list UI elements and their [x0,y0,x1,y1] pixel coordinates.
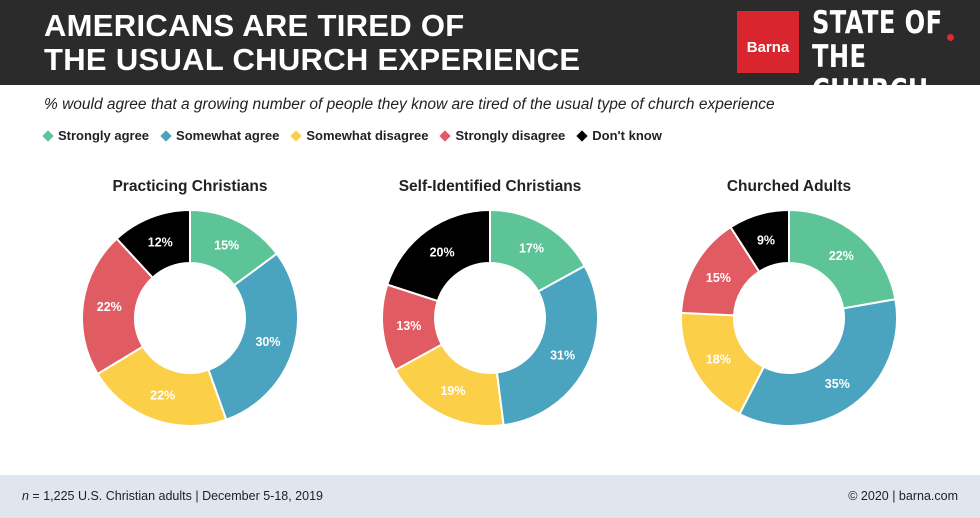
copyright: © 2020 | barna.com [848,489,958,503]
slice-somewhat-agree [738,298,898,427]
title-line-1: AMERICANS ARE TIRED OF [44,8,465,43]
title-line-2: THE USUAL CHURCH EXPERIENCE [44,42,581,77]
legend-item-somewhat-agree: Somewhat agree [160,128,280,143]
data-label-somewhat-agree: 31% [550,349,575,363]
chart-title-self-identified: Self-Identified Christians [398,178,582,195]
data-label-dont-know: 20% [430,246,455,260]
slice-somewhat-disagree [96,345,228,427]
data-label-somewhat-disagree: 19% [440,384,465,398]
header: AMERICANS ARE TIRED OF THE USUAL CHURCH … [0,0,980,108]
slice-somewhat-agree [495,264,599,427]
data-label-somewhat-agree: 30% [255,335,280,349]
page-title: AMERICANS ARE TIRED OF THE USUAL CHURCH … [44,9,580,77]
data-label-strongly-agree: 17% [519,241,544,255]
legend-label: Strongly disagree [455,128,566,143]
slice-somewhat-agree [207,252,299,422]
data-label-somewhat-agree: 35% [825,377,850,391]
legend-item-somewhat-disagree: Somewhat disagree [290,128,429,143]
logo-line-2: THE CHURCH [812,39,929,109]
data-label-strongly-disagree: 13% [396,319,421,333]
slice-dont-know [386,208,491,303]
legend-label: Strongly agree [58,128,150,143]
data-label-somewhat-disagree: 18% [706,352,731,366]
chart-title-practicing: Practicing Christians [112,178,268,195]
sample-n: n [22,489,29,503]
chart-title-churched: Churched Adults [726,178,852,195]
logo-line-1: STATE OF [812,5,943,41]
data-label-strongly-disagree: 15% [706,271,731,285]
slice-strongly-agree [788,208,897,310]
legend-label: Somewhat agree [176,128,280,143]
sample-note: n = 1,225 U.S. Christian adults | Decemb… [22,489,323,503]
data-label-dont-know: 12% [148,236,173,250]
data-label-somewhat-disagree: 22% [150,388,175,402]
barna-logo: Barna [737,11,799,73]
logo-brand: Barna [746,39,790,56]
legend: Strongly agree Somewhat agree Somewhat d… [42,128,662,143]
legend-item-strongly-disagree: Strongly disagree [439,128,566,143]
data-label-strongly-agree: 15% [214,239,239,253]
data-label-strongly-agree: 22% [829,249,854,263]
slice-dont-know [729,208,790,274]
legend-label: Somewhat disagree [306,128,429,143]
data-label-strongly-disagree: 22% [97,300,122,314]
footer: n = 1,225 U.S. Christian adults | Decemb… [0,475,980,518]
chart-subtitle: % would agree that a growing number of p… [44,96,775,113]
data-label-dont-know: 9% [757,233,775,247]
sample-text: = 1,225 U.S. Christian adults | December… [28,489,323,503]
legend-label: Don't know [592,128,662,143]
logo-dot-icon [947,34,954,41]
slice-strongly-disagree [81,237,155,376]
slice-dont-know [115,208,191,280]
donut-charts: 15% 30% 22% 22% 12% 17% 31% 19% 13% 20% 22% 35% 18% 1… [81,208,898,427]
legend-item-strongly-agree: Strongly agree [42,128,150,143]
state-of-the-church-logo: STATE OF THE CHURCH [812,6,943,108]
legend-item-dont-know: Don't know [576,128,662,143]
